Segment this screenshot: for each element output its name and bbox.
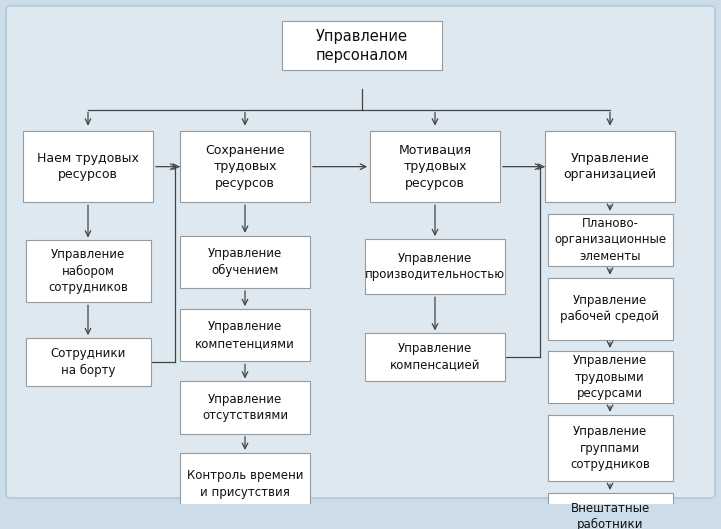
FancyBboxPatch shape	[25, 241, 151, 303]
FancyBboxPatch shape	[547, 214, 673, 266]
FancyBboxPatch shape	[365, 239, 505, 294]
FancyBboxPatch shape	[180, 236, 310, 288]
FancyBboxPatch shape	[545, 131, 675, 203]
Text: Управление
трудовыми
ресурсами: Управление трудовыми ресурсами	[573, 354, 647, 400]
FancyBboxPatch shape	[547, 278, 673, 340]
Text: Управление
отсутствиями: Управление отсутствиями	[202, 393, 288, 422]
Text: Управление
компетенциями: Управление компетенциями	[195, 321, 295, 350]
FancyBboxPatch shape	[25, 338, 151, 386]
FancyBboxPatch shape	[547, 415, 673, 481]
Text: Управление
персоналом: Управление персоналом	[316, 29, 408, 63]
FancyBboxPatch shape	[180, 453, 310, 515]
Text: Управление
набором
сотрудников: Управление набором сотрудников	[48, 248, 128, 295]
FancyBboxPatch shape	[547, 493, 673, 529]
FancyBboxPatch shape	[23, 131, 153, 203]
FancyBboxPatch shape	[547, 351, 673, 403]
Text: Управление
организацией: Управление организацией	[563, 152, 657, 181]
Text: Управление
производительностью: Управление производительностью	[365, 252, 505, 281]
Text: Управление
обучением: Управление обучением	[208, 247, 282, 277]
FancyBboxPatch shape	[370, 131, 500, 203]
Text: Управление
рабочей средой: Управление рабочей средой	[560, 294, 660, 323]
FancyBboxPatch shape	[282, 21, 442, 70]
Text: Сотрудники
на борту: Сотрудники на борту	[50, 347, 125, 377]
FancyBboxPatch shape	[180, 309, 310, 361]
FancyBboxPatch shape	[6, 6, 715, 498]
Text: Наем трудовых
ресурсов: Наем трудовых ресурсов	[37, 152, 139, 181]
Text: Сохранение
трудовых
ресурсов: Сохранение трудовых ресурсов	[205, 144, 285, 190]
FancyBboxPatch shape	[180, 131, 310, 203]
Text: Контроль времени
и присутствия: Контроль времени и присутствия	[187, 469, 304, 498]
FancyBboxPatch shape	[180, 381, 310, 434]
Text: Планово-
организационные
элементы: Планово- организационные элементы	[554, 217, 666, 263]
FancyBboxPatch shape	[365, 333, 505, 381]
Text: Управление
группами
сотрудников: Управление группами сотрудников	[570, 425, 650, 471]
Text: Внештатные
работники: Внештатные работники	[570, 502, 650, 529]
Text: Мотивация
трудовых
ресурсов: Мотивация трудовых ресурсов	[399, 144, 472, 190]
Text: Управление
компенсацией: Управление компенсацией	[390, 342, 480, 372]
